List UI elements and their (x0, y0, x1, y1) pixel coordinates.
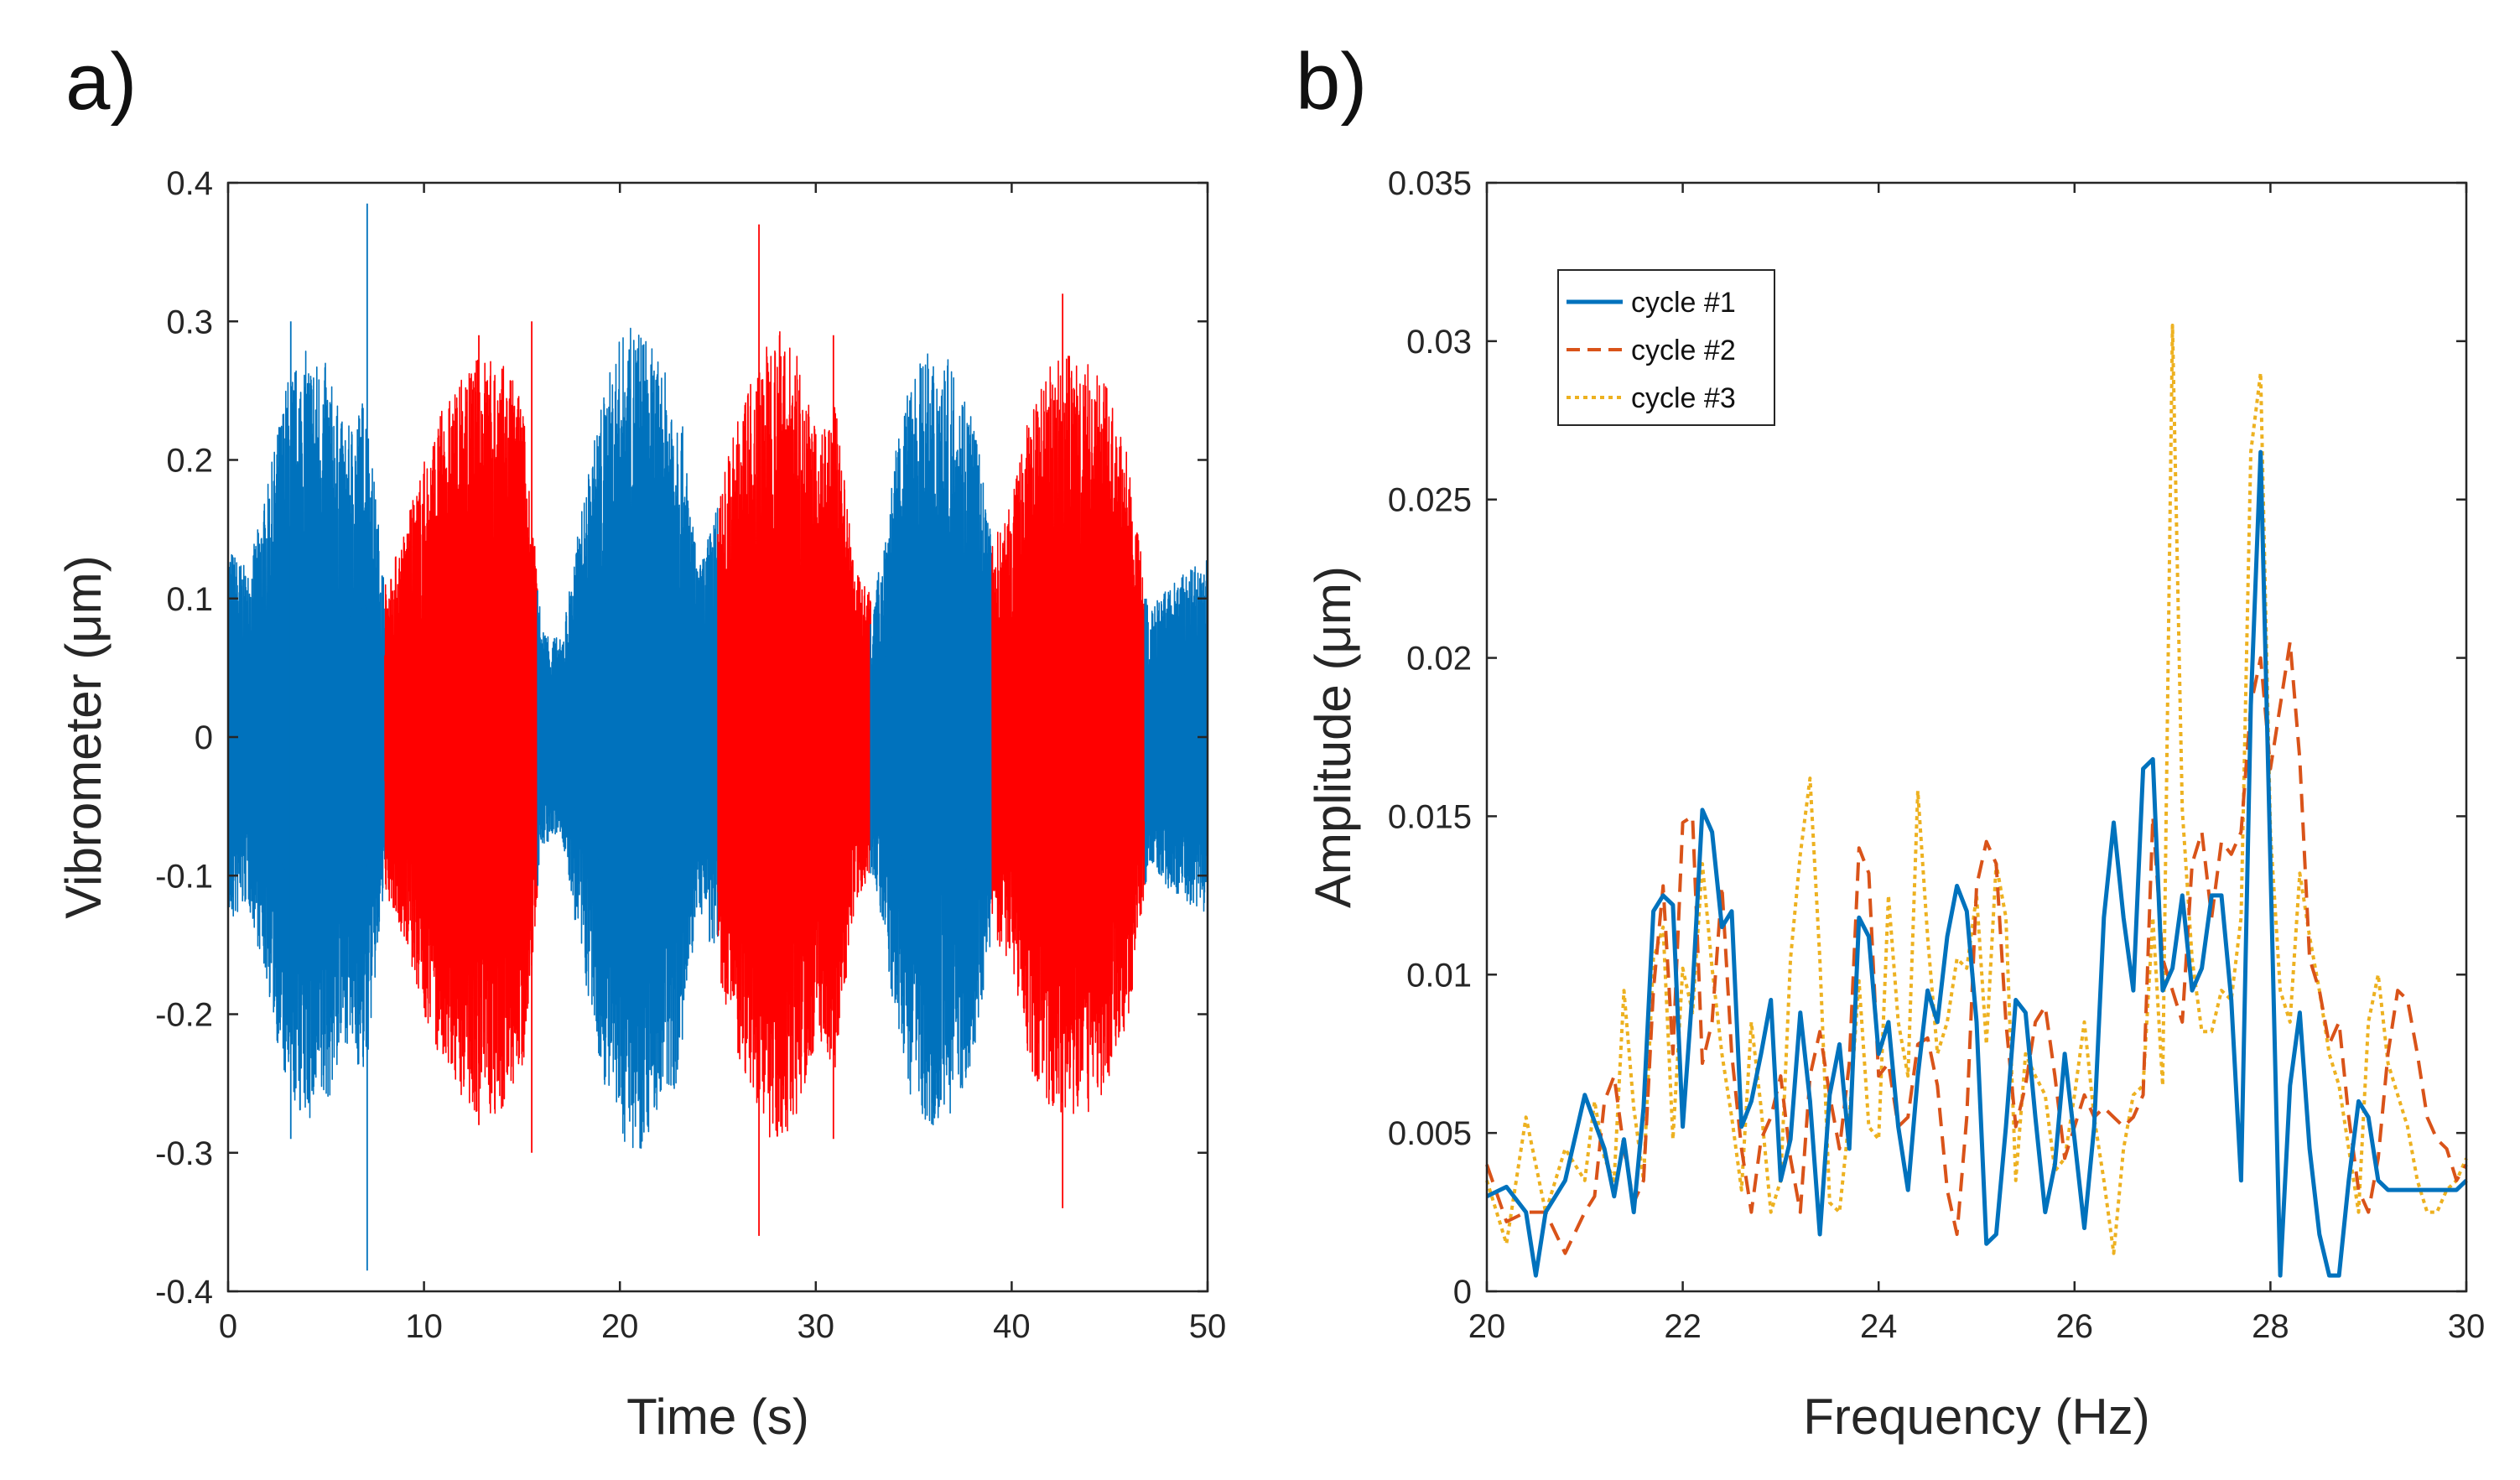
panel-a-y-tick-label: 0 (195, 719, 213, 756)
panel-a-y-axis-title: Vibrometer (μm) (55, 555, 112, 919)
panel-a-label: a) (65, 37, 137, 127)
panel-a-signal-core-7 (1145, 668, 1208, 806)
panel-b-y-tick-label: 0.025 (1388, 482, 1472, 519)
panel-a-x-tick-label: 50 (1189, 1308, 1227, 1345)
panel-a-x-axis-title: Time (s) (626, 1389, 809, 1445)
panel-b-y-tick-label: 0.03 (1406, 324, 1472, 361)
panel-b-x-axis-title: Frequency (Hz) (1803, 1389, 2149, 1445)
panel-a-x-tick-label: 30 (798, 1308, 835, 1345)
legend-label-cycle-3: cycle #3 (1631, 382, 1736, 414)
panel-a-signal-segment-6 (991, 356, 1146, 1114)
panel-b-plot-area (1485, 324, 2468, 1278)
panel-b-x-tick-label: 28 (2252, 1308, 2289, 1345)
panel-a-chart: 0 10 20 30 40 50 -0.4 -0.3 -0.2 -0.1 0 0.1 0.2 0.3 0.4… (55, 165, 1226, 1445)
panel-a-signal-core-1 (228, 589, 385, 885)
panel-a-signal-core-2 (384, 589, 538, 885)
panel-a-signal-core-3 (538, 579, 718, 896)
panel-a-y-tick-label: -0.3 (155, 1135, 213, 1172)
panel-b-y-tick-label: 0 (1453, 1274, 1472, 1311)
panel-a-x-tick-label: 40 (993, 1308, 1031, 1345)
panel-a-y-tick-label: 0.1 (166, 581, 213, 618)
panel-b-y-tick-label: 0.015 (1388, 798, 1472, 835)
panel-b-x-tick-label: 20 (1468, 1308, 1506, 1345)
panel-b-y-tick-label: 0.01 (1406, 957, 1472, 994)
panel-b-series-cycle-3 (1485, 324, 2468, 1255)
panel-b-y-axis-title: Amplitude (μm) (1305, 566, 1361, 908)
panel-b-legend: cycle #1 cycle #2 cycle #3 (1557, 269, 1775, 426)
panel-a-signal-core-6 (992, 589, 1146, 885)
panel-a-plot-area (227, 203, 1208, 1271)
panel-a-ticks: 0 10 20 30 40 50 -0.4 -0.3 -0.2 -0.1 0 0.1 0.2 0.3 0.4 (155, 165, 1226, 1345)
panel-b-chart: 20 22 24 26 28 30 0 0.005 0.01 0.015 0.02 0.025 0.03… (1305, 165, 2485, 1445)
panel-a-signal-core-4 (718, 579, 871, 896)
panel-b-series-cycle-2 (1485, 640, 2468, 1255)
legend-label-cycle-1: cycle #1 (1631, 287, 1736, 319)
legend-box (1557, 269, 1775, 426)
legend-label-cycle-2: cycle #2 (1631, 335, 1736, 366)
panel-b-x-tick-label: 26 (2056, 1308, 2094, 1345)
panel-b-y-tick-label: 0.035 (1388, 165, 1472, 202)
panel-a-y-tick-label: 0.4 (166, 165, 213, 202)
panel-b-x-tick-label: 30 (2448, 1308, 2486, 1345)
panel-a-y-tick-label: 0.2 (166, 443, 213, 480)
panel-a-x-tick-label: 0 (219, 1308, 237, 1345)
panel-a-signal-segment-2 (384, 359, 538, 1114)
panel-a-x-tick-label: 20 (601, 1308, 639, 1345)
panel-a-y-tick-label: -0.4 (155, 1274, 213, 1311)
panel-b-y-tick-label: 0.02 (1406, 641, 1472, 678)
panel-a-y-tick-label: 0.3 (166, 304, 213, 340)
panel-b-ticks: 20 22 24 26 28 30 0 0.005 0.01 0.015 0.02 0.025 0.03… (1388, 165, 2485, 1345)
panel-b-axes-box (1485, 181, 2468, 1293)
panel-b-y-tick-label: 0.005 (1388, 1115, 1472, 1152)
panel-a-signal-core-5 (870, 589, 992, 885)
panel-a-x-tick-label: 10 (405, 1308, 443, 1345)
panel-a-y-tick-label: -0.2 (155, 997, 213, 1034)
panel-b-series-cycle-1 (1485, 449, 2468, 1278)
panel-a-y-tick-label: -0.1 (155, 858, 213, 895)
panel-b-label: b) (1296, 37, 1367, 127)
panel-b-x-tick-label: 22 (1664, 1308, 1702, 1345)
panel-b-x-tick-label: 24 (1860, 1308, 1898, 1345)
